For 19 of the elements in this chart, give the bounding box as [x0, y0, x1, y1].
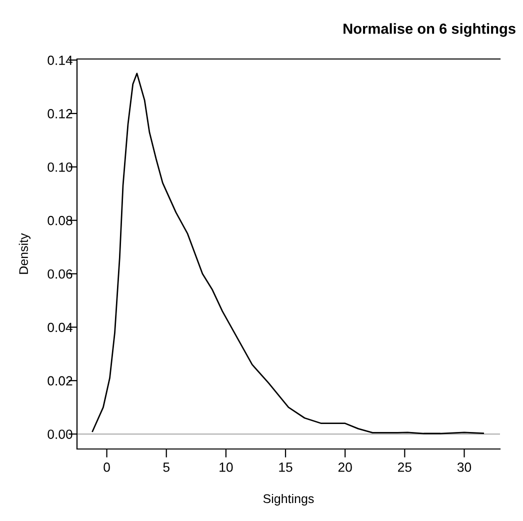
y-tick-label: 0.12 — [48, 109, 72, 118]
y-axis-title: Density — [18, 233, 30, 274]
x-tick-label: 20 — [338, 462, 352, 472]
y-tick-label: 0.08 — [48, 216, 72, 226]
x-tick-label: 5 — [163, 462, 170, 472]
x-axis-title: Sightings — [263, 494, 314, 506]
x-tick-label: 25 — [398, 462, 412, 472]
x-tick-label: 0 — [104, 462, 110, 472]
y-tick-label: 0.04 — [48, 322, 72, 332]
x-tick-label: 10 — [220, 462, 233, 472]
y-tick-label: 0.00 — [48, 430, 72, 439]
y-tick-label: 0.10 — [48, 162, 72, 172]
line-series — [92, 72, 484, 434]
y-tick-label: 0.06 — [48, 269, 72, 279]
x-tick-label: 30 — [457, 462, 472, 472]
y-tick-label: 0.14 — [48, 56, 72, 65]
y-tick-label: 0.02 — [48, 376, 72, 386]
chart-title: Normalise on 6 sightings — [344, 23, 516, 37]
x-tick-label: 15 — [279, 462, 292, 472]
